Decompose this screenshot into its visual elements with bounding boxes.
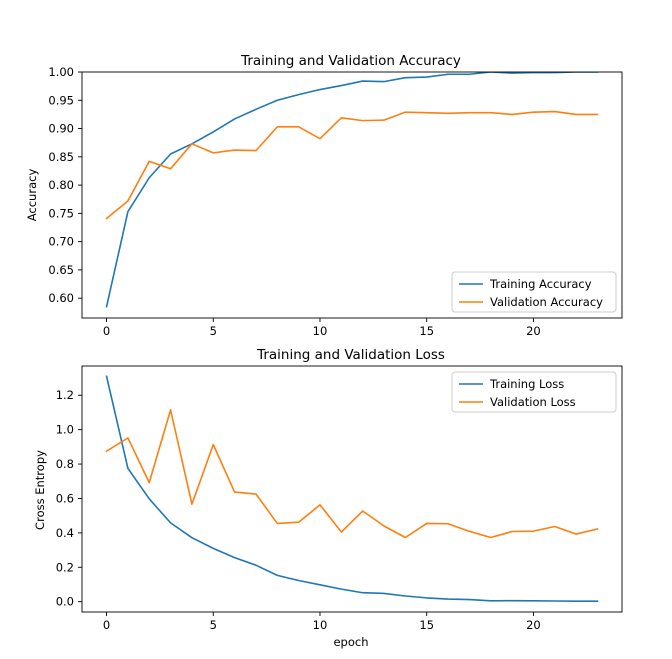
loss-xlabel: epoch [333, 635, 368, 649]
accuracy-ytick-label: 0.85 [48, 150, 74, 164]
loss-ytick-label: 0.2 [56, 560, 74, 574]
accuracy-ytick-label: 0.65 [48, 263, 74, 277]
loss-subplot: Training and Validation Loss Cross Entro… [33, 347, 623, 649]
loss-series-training-loss [105, 375, 599, 602]
accuracy-ytick-label: 1.00 [48, 65, 74, 79]
loss-ylabel: Cross Entropy [33, 450, 47, 530]
accuracy-xtick-label: 5 [210, 324, 217, 338]
loss-plot-area: 0 5 10 15 20 0.0 0.2 0.4 0.6 0.8 1.0 1.2 Training Lo… [56, 365, 623, 632]
loss-xtick-label: 20 [526, 618, 541, 632]
accuracy-ytick-label: 0.75 [48, 206, 74, 220]
accuracy-ytick-label: 0.95 [48, 93, 74, 107]
accuracy-legend-label: Validation Accuracy [490, 295, 603, 309]
accuracy-ytick-label: 0.60 [48, 291, 74, 305]
loss-legend-label: Validation Loss [490, 395, 576, 409]
loss-ytick-label: 0.4 [56, 526, 74, 540]
loss-xtick-label: 0 [103, 618, 110, 632]
accuracy-series-group [105, 72, 599, 308]
accuracy-legend-label: Training Accuracy [489, 277, 592, 291]
loss-series-group [105, 375, 599, 602]
accuracy-series-validation-accuracy [105, 110, 599, 220]
accuracy-axes-frame [81, 71, 623, 319]
accuracy-legend: Training Accuracy Validation Accuracy [451, 271, 617, 313]
loss-series-validation-loss [105, 409, 599, 539]
loss-ytick-label: 1.2 [56, 388, 74, 402]
accuracy-ylabel: Accuracy [25, 169, 39, 222]
accuracy-ytick-label: 0.70 [48, 235, 74, 249]
loss-ytick-label: 0.8 [56, 457, 74, 471]
accuracy-title: Training and Validation Accuracy [240, 53, 461, 69]
accuracy-xtick-label: 20 [526, 324, 541, 338]
loss-xtick-label: 5 [210, 618, 217, 632]
loss-legend: Training Loss Validation Loss [451, 371, 617, 413]
loss-xtick-label: 15 [419, 618, 434, 632]
loss-ytick-label: 0.0 [56, 595, 74, 609]
loss-title: Training and Validation Loss [256, 347, 445, 363]
loss-legend-box [451, 371, 617, 413]
loss-ytick-label: 1.0 [56, 423, 74, 437]
accuracy-xtick-label: 0 [103, 324, 110, 338]
accuracy-series-training-accuracy [105, 72, 599, 308]
loss-ytick-label: 0.6 [56, 491, 74, 505]
loss-xtick-label: 10 [313, 618, 328, 632]
accuracy-ytick-label: 0.90 [48, 122, 74, 136]
accuracy-legend-box [451, 271, 617, 313]
loss-legend-label: Training Loss [489, 377, 564, 391]
accuracy-subplot: Training and Validation Accuracy Accurac… [25, 53, 623, 338]
accuracy-xtick-label: 15 [419, 324, 434, 338]
accuracy-ytick-label: 0.80 [48, 178, 74, 192]
accuracy-plot-area: 0 5 10 15 20 0.60 0.65 0.70 0.75 0.80 0.85 0.90 0.95… [48, 65, 623, 338]
loss-axes-frame [81, 365, 623, 613]
accuracy-xtick-label: 10 [313, 324, 328, 338]
